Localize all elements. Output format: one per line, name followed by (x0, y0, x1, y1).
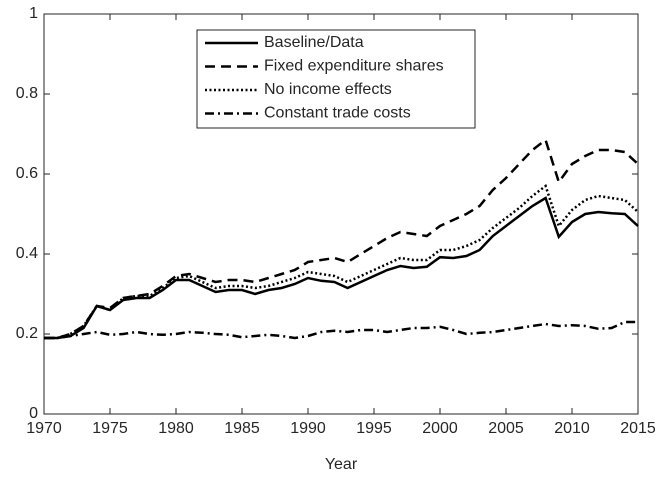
y-tick-label: 0.6 (16, 165, 38, 182)
legend-label: Fixed expenditure shares (264, 58, 444, 75)
y-tick-label: 0 (29, 405, 38, 422)
x-tick-label: 2015 (620, 420, 656, 437)
y-tick-label: 0.8 (16, 85, 38, 102)
x-tick-label: 1985 (224, 420, 260, 437)
legend-label: Baseline/Data (264, 34, 364, 51)
x-tick-label: 1975 (92, 420, 128, 437)
legend-label: Constant trade costs (264, 105, 411, 122)
legend-label: No income effects (264, 81, 392, 98)
data-line (44, 183, 639, 340)
plot-frame (43, 13, 639, 415)
x-tick-label: 2010 (554, 420, 590, 437)
x-tick-label: 1970 (26, 420, 62, 437)
data-line (44, 320, 638, 340)
x-tick-label: 2005 (488, 420, 524, 437)
data-line (44, 196, 639, 340)
x-tick-label: 1990 (290, 420, 326, 437)
y-tick-label: 1 (29, 5, 38, 22)
data-line (44, 137, 639, 340)
x-tick-label: 1995 (356, 420, 392, 437)
x-axis-label: Year (325, 456, 358, 473)
y-tick-label: 0.4 (16, 245, 38, 262)
x-tick-label: 1980 (158, 420, 194, 437)
legend-box (196, 29, 476, 129)
x-tick-label: 2000 (422, 420, 458, 437)
y-tick-label: 0.2 (16, 325, 38, 342)
